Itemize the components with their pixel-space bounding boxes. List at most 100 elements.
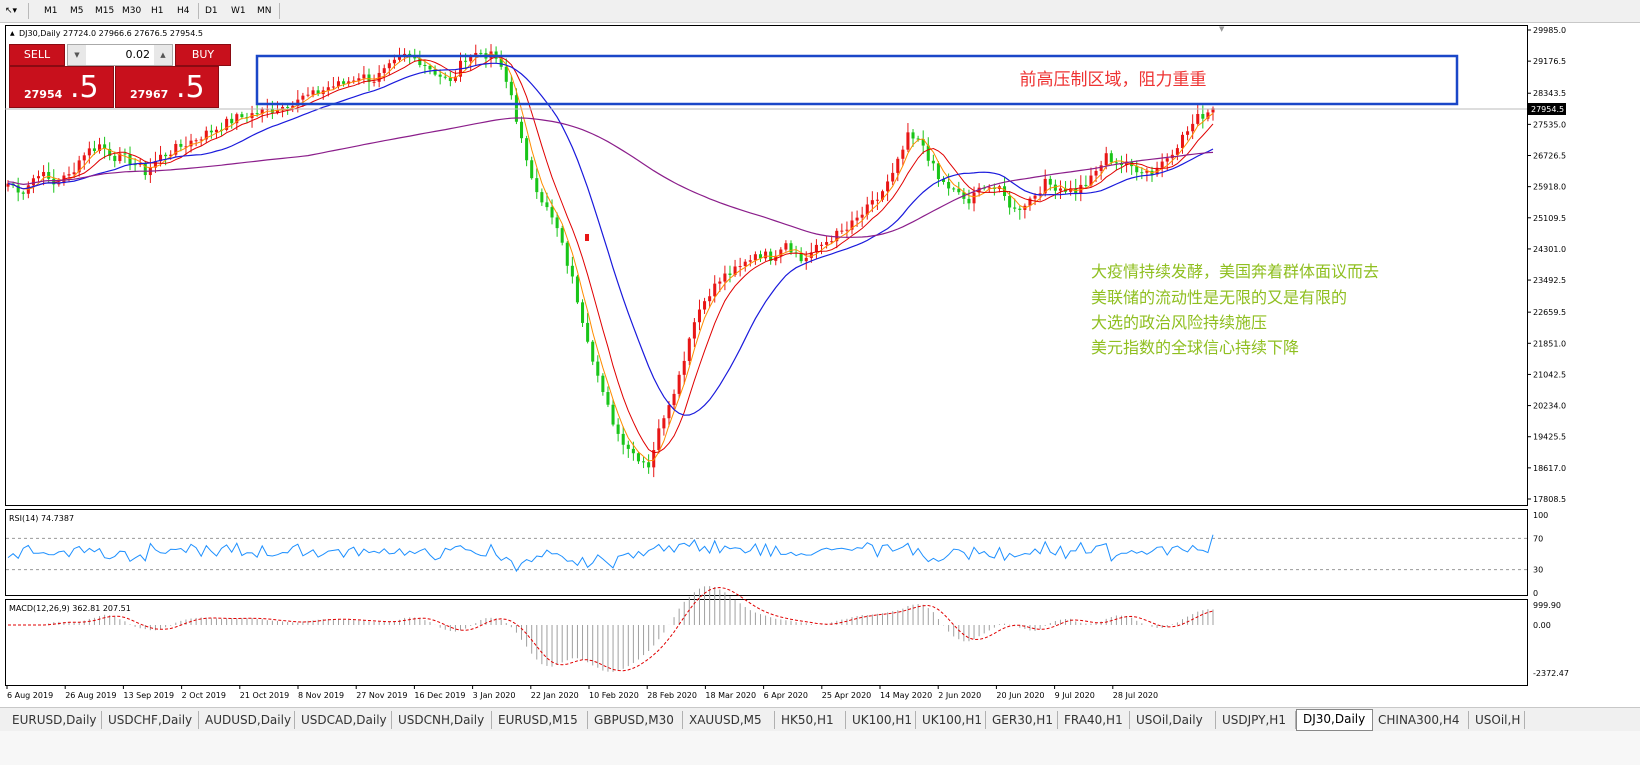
- tf-button-h1[interactable]: H1: [151, 6, 164, 16]
- candle-body: [891, 172, 895, 182]
- tf-button-mn[interactable]: MN: [257, 6, 272, 16]
- candle-body: [779, 249, 783, 256]
- candle-body: [464, 60, 468, 62]
- tf-button-m5[interactable]: M5: [70, 6, 84, 16]
- chart-tab[interactable]: USOil,Daily: [1130, 711, 1216, 729]
- candle-body: [118, 153, 122, 162]
- price-axis: 29985.0 29176.5 28343.5 27535.0 26726.5 25918…: [1527, 26, 1566, 504]
- chart-tab[interactable]: UK100,H1: [916, 711, 986, 729]
- candle-body: [677, 374, 681, 394]
- candle-body: [509, 81, 513, 96]
- chart-tab[interactable]: GBPUSD,M30: [588, 711, 683, 729]
- candle-body: [275, 110, 279, 113]
- candle-body: [138, 163, 142, 165]
- candle-body: [1201, 114, 1205, 119]
- candle-body: [860, 214, 864, 218]
- candle-body: [743, 261, 747, 267]
- lot-decrease-icon[interactable]: ▼: [68, 45, 86, 65]
- candle-body: [1104, 153, 1108, 166]
- tf-button-m1[interactable]: M1: [44, 6, 58, 16]
- chart-tab[interactable]: UK100,H1: [846, 711, 916, 729]
- chart-tab[interactable]: USDCHF,Daily: [102, 711, 199, 729]
- candle-body: [1008, 196, 1012, 208]
- candle-body: [413, 56, 417, 59]
- main-chart-header: DJ30,Daily 27724.0 27966.6 27676.5 27954…: [19, 29, 203, 38]
- date-tick-label: 21 Oct 2019: [240, 691, 289, 700]
- price-tick-label: 29985.0: [1533, 26, 1566, 35]
- chart-tab[interactable]: AUDUSD,Daily: [199, 711, 295, 729]
- price-tick-label: 18617.0: [1533, 464, 1566, 473]
- chart-tab[interactable]: USDCAD,Daily: [295, 711, 392, 729]
- candle-body: [636, 453, 640, 462]
- candle-body: [1191, 123, 1195, 132]
- chart-svg[interactable]: 29985.0 29176.5 28343.5 27535.0 26726.5 25918…: [5, 25, 1603, 715]
- candle-body: [82, 155, 86, 161]
- candle-body: [926, 145, 930, 161]
- rsi-header: RSI(14) 74.7387: [9, 514, 74, 523]
- current-price-label: 27954.5: [1531, 105, 1564, 114]
- chart-tab[interactable]: EURUSD,Daily: [6, 711, 102, 729]
- lot-size-field[interactable]: ▼ 0.02 ▲: [67, 44, 173, 66]
- chart-tab[interactable]: FRA40,H1: [1058, 711, 1130, 729]
- candle-body: [606, 392, 610, 405]
- candle-body: [575, 276, 579, 303]
- candle-body: [87, 148, 91, 156]
- date-tick-label: 6 Apr 2020: [764, 691, 808, 700]
- date-tick-label: 6 Aug 2019: [7, 691, 53, 700]
- collapse-triangle-icon[interactable]: ▲: [10, 30, 15, 37]
- candle-body: [713, 283, 717, 297]
- candle-body: [652, 450, 656, 468]
- candle-body: [1043, 178, 1047, 194]
- candle-body: [987, 187, 991, 189]
- candle-body: [748, 260, 752, 262]
- candle-body: [947, 181, 951, 189]
- chart-tab[interactable]: DJ30,Daily: [1296, 709, 1373, 731]
- chart-shift-icon[interactable]: ▼: [1219, 25, 1225, 33]
- candle-body: [723, 273, 727, 282]
- sell-price-button[interactable]: 27954 .5: [9, 66, 114, 108]
- candle-body: [1053, 184, 1057, 191]
- sell-button[interactable]: SELL: [9, 44, 65, 66]
- tf-button-d1[interactable]: D1: [205, 6, 218, 16]
- tf-button-h4[interactable]: H4: [177, 6, 190, 16]
- price-marker: [585, 234, 589, 241]
- chart-tab[interactable]: EURUSD,M15: [492, 711, 588, 729]
- chart-tab[interactable]: USOil,H: [1469, 711, 1525, 729]
- candle-body: [840, 230, 844, 232]
- candle-body: [1089, 175, 1093, 186]
- chart-tab[interactable]: HK50,H1: [775, 711, 846, 729]
- chart-area[interactable]: 29985.0 29176.5 28343.5 27535.0 26726.5 25918…: [5, 25, 1603, 715]
- candle-body: [397, 56, 402, 60]
- buy-price-button[interactable]: 27967 .5: [115, 66, 219, 108]
- lot-increase-icon[interactable]: ▲: [154, 45, 172, 65]
- chart-tab[interactable]: GER30,H1: [986, 711, 1058, 729]
- candle-body: [306, 94, 310, 96]
- tf-button-m15[interactable]: M15: [95, 6, 115, 16]
- candle-body: [179, 143, 183, 147]
- candle-body: [103, 144, 107, 149]
- candle-body: [1165, 158, 1169, 162]
- candle-body: [525, 138, 529, 161]
- cursor-tool-icon[interactable]: ↖▾: [5, 6, 18, 16]
- candle-body: [560, 228, 564, 243]
- chart-tab[interactable]: USDCNH,Daily: [392, 711, 492, 729]
- candle-body: [357, 78, 361, 81]
- tf-button-w1[interactable]: W1: [231, 6, 246, 16]
- chart-tab[interactable]: CHINA300,H4: [1372, 711, 1469, 729]
- buy-button[interactable]: BUY: [175, 44, 231, 66]
- candle-body: [708, 296, 712, 302]
- candle-body: [311, 90, 315, 95]
- candle-body: [423, 65, 427, 67]
- candle-body: [850, 220, 854, 230]
- candle-body: [1119, 163, 1123, 166]
- date-tick-label: 25 Apr 2020: [822, 691, 871, 700]
- candle-body: [204, 130, 208, 140]
- lot-size-value[interactable]: 0.02: [125, 48, 151, 61]
- candle-body: [581, 302, 585, 323]
- price-tick-label: 21042.5: [1533, 370, 1566, 379]
- price-tick-label: 20234.0: [1533, 402, 1566, 411]
- date-tick-label: 10 Feb 2020: [589, 691, 639, 700]
- chart-tab[interactable]: USDJPY,H1: [1216, 711, 1296, 729]
- chart-tab[interactable]: XAUUSD,M5: [683, 711, 775, 729]
- tf-button-m30[interactable]: M30: [122, 6, 142, 16]
